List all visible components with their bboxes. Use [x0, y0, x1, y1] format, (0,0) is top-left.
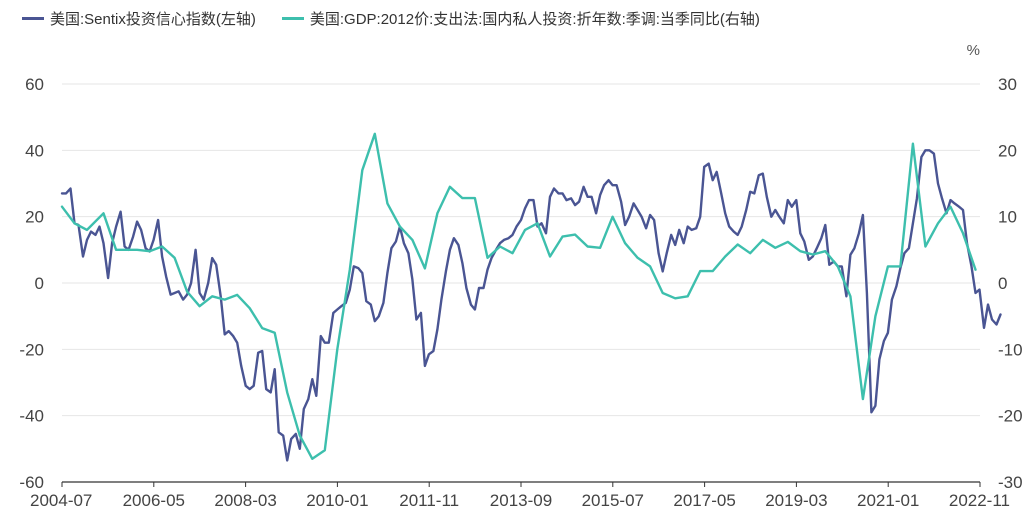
- right-axis-unit: %: [967, 42, 980, 59]
- right-tick-label: -20: [998, 407, 1023, 426]
- gridlines: [62, 83, 980, 417]
- left-tick-label: -20: [19, 340, 44, 359]
- left-tick-label: 60: [25, 75, 44, 94]
- left-tick-label: 0: [35, 274, 44, 293]
- legend-item-gdp[interactable]: 美国:GDP:2012价:支出法:国内私人投资:折年数:季调:当季同比(右轴): [281, 8, 760, 29]
- x-tick-label: 2006-05: [123, 491, 185, 510]
- x-tick-label: 2010-01: [306, 491, 368, 510]
- right-tick-label: 20: [998, 141, 1017, 160]
- right-axis: 30 20 10 0 -10 -20 -30: [998, 75, 1023, 492]
- x-tick-label: 2013-09: [490, 491, 552, 510]
- right-tick-label: 0: [998, 274, 1007, 293]
- series-line-sentix: [60, 149, 1002, 462]
- x-tick-label: 2004-07: [30, 491, 92, 510]
- legend-label-gdp: 美国:GDP:2012价:支出法:国内私人投资:折年数:季调:当季同比(右轴): [309, 11, 760, 28]
- left-tick-label: -40: [19, 407, 44, 426]
- x-tick-label: 2021-01: [857, 491, 919, 510]
- legend-swatch-sentix: [22, 17, 44, 20]
- legend-swatch-gdp: [281, 17, 304, 20]
- x-tick-label: 2008-03: [214, 491, 276, 510]
- left-tick-label: 20: [25, 208, 44, 227]
- right-tick-label: 10: [998, 208, 1017, 227]
- legend-label-sentix: 美国:Sentix投资信心指数(左轴): [50, 11, 256, 28]
- series-lines: [60, 132, 1002, 462]
- x-tick-label: 2015-07: [582, 491, 644, 510]
- series-line-gdp: [60, 132, 977, 460]
- x-tick-label: 2017-05: [673, 491, 735, 510]
- legend-item-sentix[interactable]: 美国:Sentix投资信心指数(左轴): [22, 8, 256, 29]
- x-tick-label: 2022-11: [949, 491, 1010, 510]
- legend: 美国:Sentix投资信心指数(左轴) 美国:GDP:2012价:支出法:国内私…: [22, 8, 760, 29]
- left-tick-label: 40: [25, 141, 44, 160]
- x-axis: 2004-07 2006-05 2008-03 2010-01 2011-11 2013-…: [30, 481, 1010, 510]
- right-tick-label: -30: [998, 473, 1023, 492]
- left-axis: 60 40 20 0 -20 -40 -60: [19, 75, 44, 492]
- left-tick-label: -60: [19, 473, 44, 492]
- right-tick-label: -10: [998, 340, 1023, 359]
- x-tick-label: 2011-11: [399, 491, 459, 510]
- x-tick-label: 2019-03: [765, 491, 827, 510]
- right-tick-label: 30: [998, 75, 1017, 94]
